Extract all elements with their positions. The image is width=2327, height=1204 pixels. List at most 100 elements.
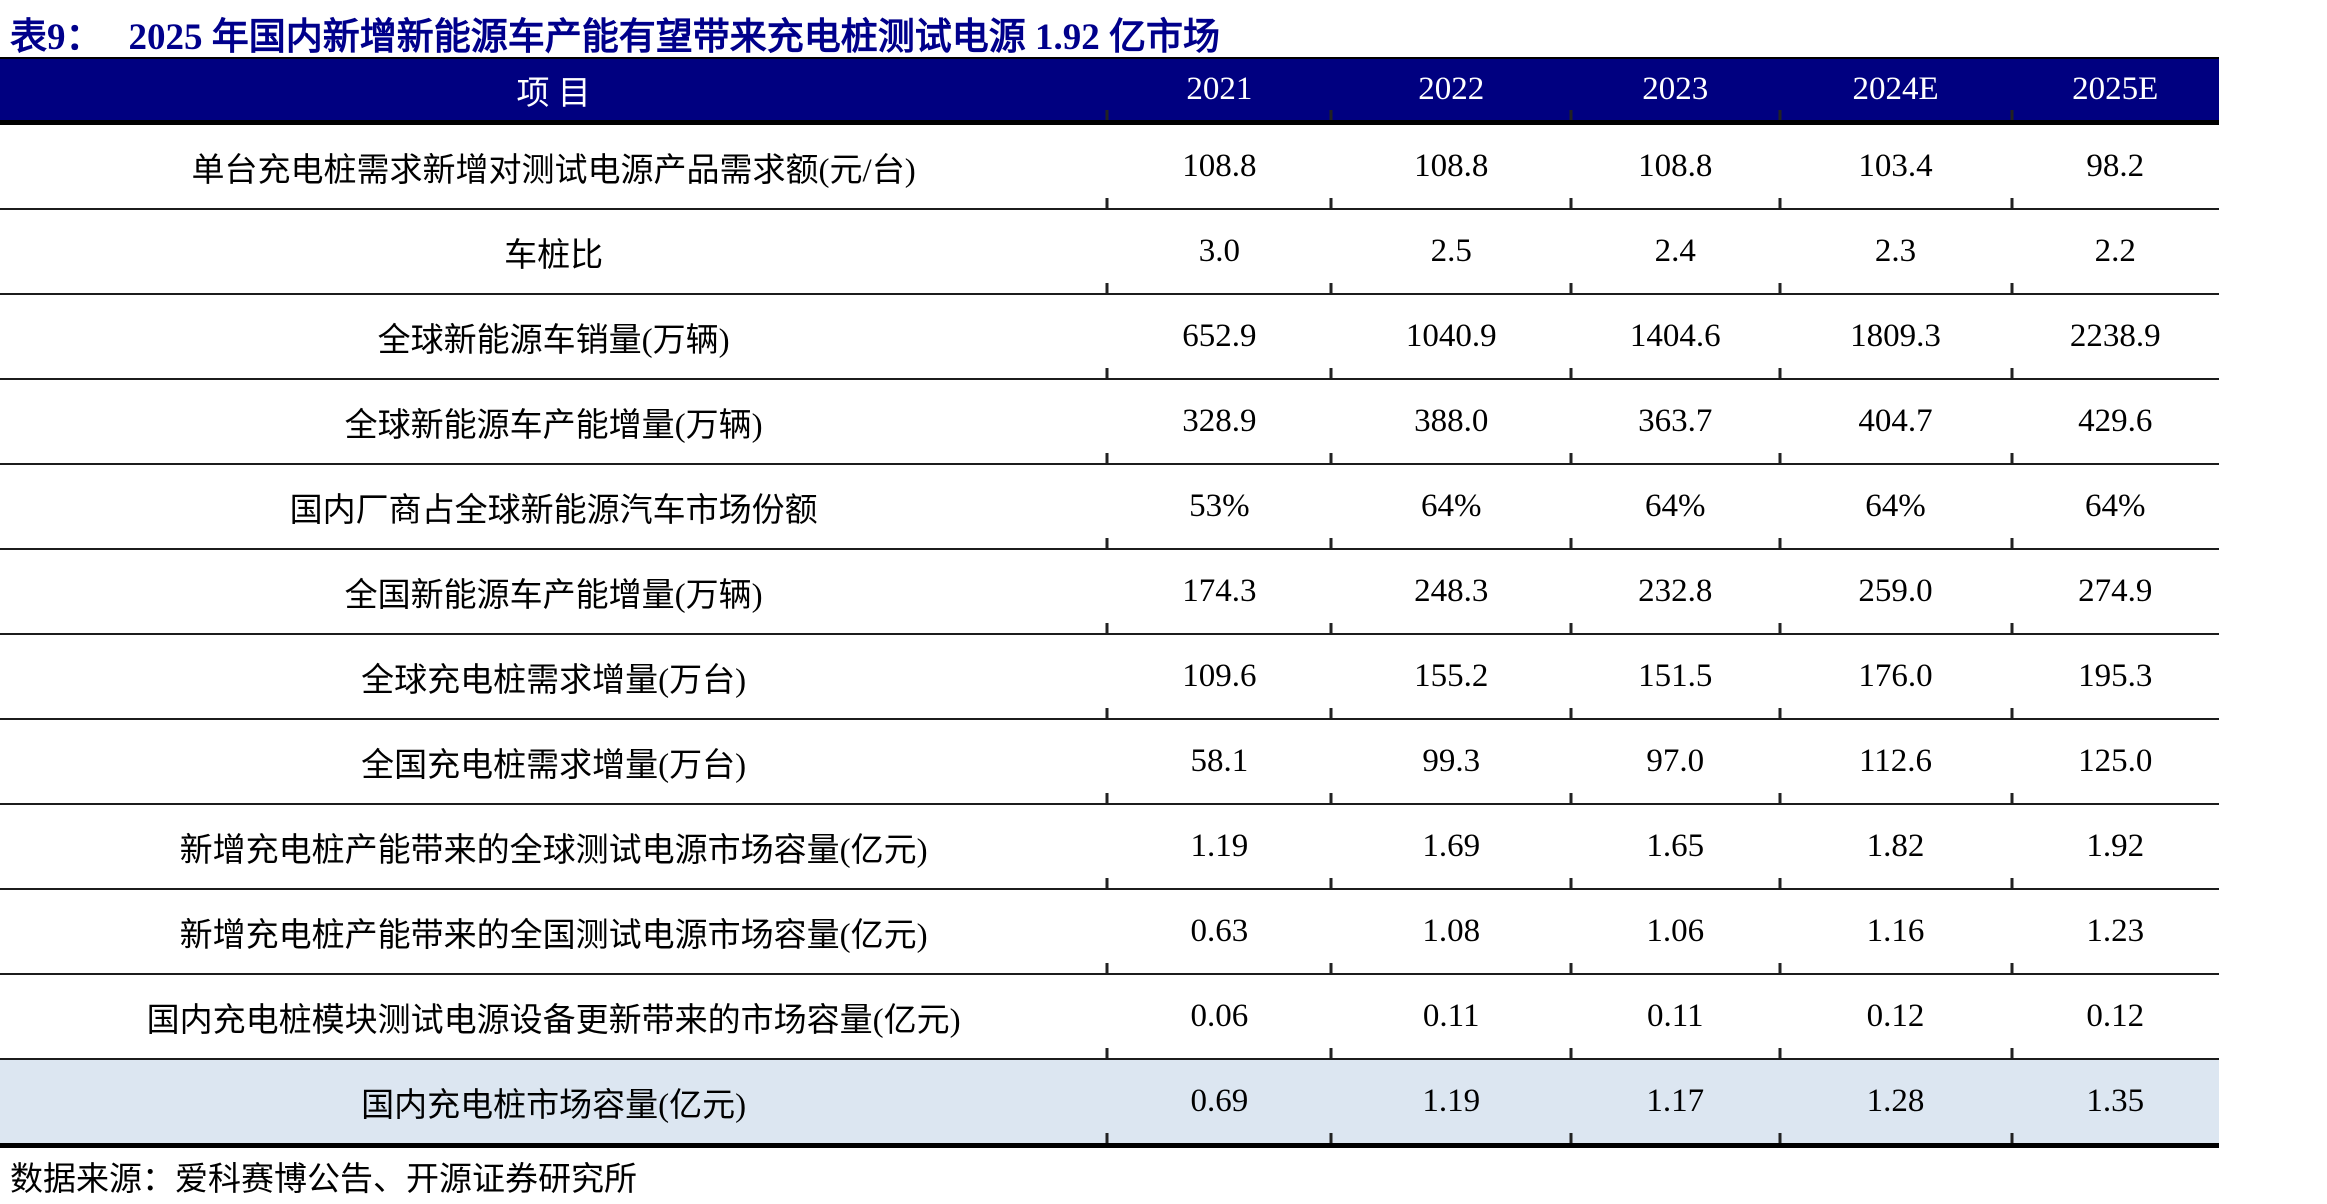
column-boundary-tick: [1569, 453, 1573, 463]
column-boundary-tick: [2010, 708, 2014, 718]
cell-value: 112.6: [1859, 743, 1933, 779]
cell-value: 652.9: [1182, 318, 1257, 354]
column-boundary-tick: [1329, 453, 1333, 463]
cell-value: 64%: [1865, 488, 1926, 524]
column-boundary-tick: [1569, 198, 1573, 208]
column-boundary-tick: [1329, 708, 1333, 718]
column-boundary-tick: [1778, 963, 1782, 973]
cell-value: 1.19: [1422, 1083, 1481, 1119]
column-boundary-tick: [2010, 538, 2014, 548]
cell-value: 0.12: [2086, 998, 2145, 1034]
column-boundary-tick: [2010, 1133, 2014, 1143]
cell-value: 97.0: [1646, 743, 1705, 779]
column-boundary-tick: [1569, 963, 1573, 973]
column-boundary-tick: [1778, 283, 1782, 293]
table-row: 全国新能源车产能增量(万辆) 174.3 248.3 232.8 259.0 2…: [0, 550, 2219, 635]
table-row: 全球新能源车产能增量(万辆) 328.9 388.0 363.7 404.7 4…: [0, 380, 2219, 465]
column-boundary-tick: [1329, 793, 1333, 803]
column-boundary-tick: [1105, 1133, 1109, 1143]
cell-value: 98.2: [2086, 148, 2145, 184]
table-row: 国内厂商占全球新能源汽车市场份额 53% 64% 64% 64% 64%: [0, 465, 2219, 550]
column-header-2024e: 2024E: [1852, 71, 1939, 107]
cell-value: 232.8: [1638, 573, 1713, 609]
column-header-item: 项 目: [516, 75, 591, 112]
cell-value: 2238.9: [2069, 318, 2161, 354]
column-boundary-tick: [1569, 283, 1573, 293]
cell-value: 108.8: [1638, 148, 1713, 184]
row-label: 全球新能源车产能增量(万辆): [344, 407, 763, 444]
data-source: 数据来源：爱科赛博公告、开源证券研究所: [10, 1162, 637, 1198]
column-boundary-tick: [1778, 793, 1782, 803]
column-boundary-tick: [1329, 283, 1333, 293]
cell-value: 0.11: [1422, 998, 1480, 1034]
cell-value: 108.8: [1182, 148, 1257, 184]
column-boundary-tick: [1569, 793, 1573, 803]
column-boundary-tick: [1778, 368, 1782, 378]
column-boundary-tick: [1569, 1133, 1573, 1143]
column-boundary-tick: [2010, 963, 2014, 973]
column-boundary-tick: [1569, 538, 1573, 548]
table-row: 全国充电桩需求增量(万台) 58.1 99.3 97.0 112.6 125.0: [0, 720, 2219, 805]
column-boundary-tick: [1778, 623, 1782, 633]
column-boundary-tick: [2010, 198, 2014, 208]
cell-value: 1.69: [1422, 828, 1481, 864]
column-boundary-tick: [1329, 1133, 1333, 1143]
column-boundary-tick: [1329, 110, 1333, 120]
row-label: 新增充电桩产能带来的全球测试电源市场容量(亿元): [179, 832, 928, 869]
column-boundary-tick: [1778, 198, 1782, 208]
cell-value: 1404.6: [1629, 318, 1721, 354]
column-boundary-tick: [1778, 708, 1782, 718]
row-label: 国内充电桩模块测试电源设备更新带来的市场容量(亿元): [146, 1002, 961, 1039]
cell-value: 2.5: [1430, 233, 1472, 269]
column-boundary-tick: [1329, 538, 1333, 548]
column-boundary-tick: [1105, 708, 1109, 718]
cell-value: 1040.9: [1405, 318, 1497, 354]
column-boundary-tick: [1105, 963, 1109, 973]
column-boundary-tick: [1329, 198, 1333, 208]
column-boundary-tick: [1105, 623, 1109, 633]
cell-value: 195.3: [2078, 658, 2153, 694]
cell-value: 1.06: [1646, 913, 1705, 949]
cell-value: 429.6: [2078, 403, 2153, 439]
cell-value: 109.6: [1182, 658, 1257, 694]
column-boundary-tick: [1778, 538, 1782, 548]
row-label: 单台充电桩需求新增对测试电源产品需求额(元/台): [191, 152, 916, 189]
column-boundary-tick: [1329, 623, 1333, 633]
cell-value: 99.3: [1422, 743, 1481, 779]
cell-value: 0.06: [1190, 998, 1249, 1034]
column-boundary-tick: [1569, 708, 1573, 718]
cell-value: 388.0: [1414, 403, 1489, 439]
column-boundary-tick: [2010, 878, 2014, 888]
cell-value: 64%: [2084, 488, 2146, 524]
table-number-label: 表9：: [10, 17, 103, 58]
column-boundary-tick: [1569, 623, 1573, 633]
column-boundary-tick: [1105, 198, 1109, 208]
cell-value: 1.82: [1866, 828, 1925, 864]
row-label: 国内厂商占全球新能源汽车市场份额: [289, 492, 818, 529]
cell-value: 2.3: [1874, 233, 1917, 269]
cell-value: 1.16: [1866, 913, 1925, 949]
cell-value: 155.2: [1414, 658, 1489, 694]
cell-value: 1.65: [1646, 828, 1705, 864]
column-header-2025e: 2025E: [2072, 71, 2159, 107]
row-label: 全国新能源车产能增量(万辆): [344, 577, 763, 614]
cell-value: 1.92: [2086, 828, 2145, 864]
column-boundary-tick: [2010, 368, 2014, 378]
cell-value: 103.4: [1858, 148, 1933, 184]
row-label: 新增充电桩产能带来的全国测试电源市场容量(亿元): [179, 917, 928, 954]
column-boundary-tick: [2010, 793, 2014, 803]
column-boundary-tick: [2010, 1048, 2014, 1058]
column-boundary-tick: [1105, 878, 1109, 888]
cell-value: 1.23: [2086, 913, 2145, 949]
cell-value: 3.0: [1198, 233, 1240, 269]
table-title: 表9： 2025 年国内新增新能源车产能有望带来充电桩测试电源 1.92 亿市场: [10, 6, 2310, 60]
cell-value: 0.63: [1190, 913, 1249, 949]
row-label: 车桩比: [504, 237, 604, 274]
cell-value: 328.9: [1182, 403, 1257, 439]
cell-value: 0.12: [1866, 998, 1925, 1034]
column-header-2021: 2021: [1186, 71, 1253, 107]
column-boundary-tick: [1105, 538, 1109, 548]
cell-value: 0.69: [1190, 1083, 1249, 1119]
cell-value: 404.7: [1858, 403, 1933, 439]
cell-value: 53%: [1189, 488, 1250, 524]
